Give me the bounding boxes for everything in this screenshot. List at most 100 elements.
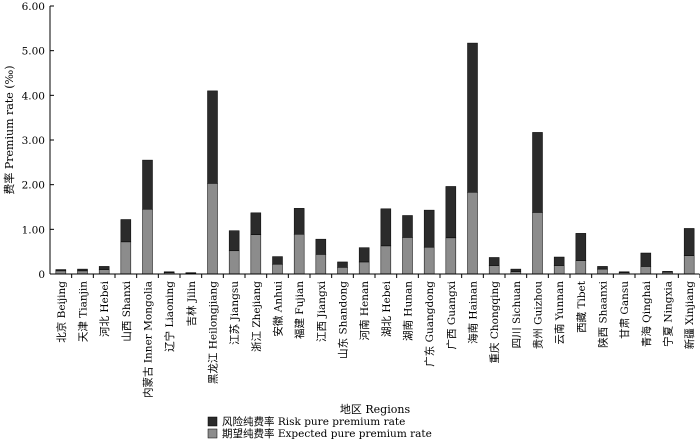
bar-risk xyxy=(272,256,283,265)
bar-expected xyxy=(532,212,543,275)
x-tick-label: 河南 Henan xyxy=(358,281,371,341)
y-tick-label: 3.00 xyxy=(22,135,45,147)
x-tick-label: 重庆 Chongqing xyxy=(488,281,501,364)
bar-expected xyxy=(315,254,327,275)
bar-risk xyxy=(553,256,565,266)
x-tick-label: 海南 Hainan xyxy=(467,281,480,344)
y-tick-label: 0 xyxy=(38,269,45,281)
bar-risk xyxy=(207,90,218,184)
x-tick-label: 黑龙江 Heilongjiang xyxy=(207,281,220,384)
bar-risk xyxy=(510,268,522,273)
bar-risk xyxy=(618,271,630,273)
x-tick-label: 湖北 Hebei xyxy=(381,280,393,337)
x-tick-label: 北京 Beijing xyxy=(55,281,68,343)
bar-risk xyxy=(683,228,695,256)
bar-risk xyxy=(423,209,435,248)
x-tick-label: 云南 Yunnan xyxy=(553,281,566,345)
y-tick-label: 6.00 xyxy=(22,1,45,13)
bar-expected xyxy=(98,269,110,275)
legend-label: 风险纯费率 Risk pure premium rate xyxy=(222,415,405,428)
x-tick-label: 天津 Tianjin xyxy=(78,281,90,342)
bar-expected xyxy=(640,266,652,275)
legend-swatch xyxy=(207,416,218,427)
x-tick-label: 山东 Shandong xyxy=(337,281,350,359)
bar-expected xyxy=(423,246,435,275)
bar-expected xyxy=(380,245,392,275)
x-tick-label: 辽宁 Liaoning xyxy=(163,281,176,352)
x-tick-label: 新疆 Xinjiang xyxy=(683,281,696,350)
y-tick-label: 4.00 xyxy=(22,90,45,102)
x-tick-label: 贵州 Guizhou xyxy=(532,281,545,349)
y-tick-label: 5.00 xyxy=(22,46,45,58)
bar-risk xyxy=(55,269,67,272)
bar-expected xyxy=(402,237,413,275)
bar-risk xyxy=(575,233,587,261)
bars xyxy=(55,42,695,275)
bar-risk xyxy=(250,212,262,235)
bar-risk xyxy=(337,261,348,268)
x-tick-label: 江西 Jiangxi xyxy=(316,280,328,342)
y-tick-label: 1.00 xyxy=(22,224,45,236)
bar-expected xyxy=(575,260,587,275)
x-tick-label: 福建 Fujian xyxy=(293,281,306,339)
bar-risk xyxy=(597,266,608,270)
y-axis: 0 1.00 2.00 3.00 4.00 5.00 6.00 xyxy=(22,1,54,281)
bar-expected xyxy=(250,234,262,275)
x-tick-label: 安徽 Anhui xyxy=(272,280,285,336)
legend-label: 期望纯费率 Expected pure premium rate xyxy=(222,427,432,440)
x-tick-label: 内蒙古 Inner Mongolia xyxy=(142,281,155,398)
bar-risk xyxy=(120,219,132,243)
bar-expected xyxy=(358,261,370,275)
bar-risk xyxy=(445,186,457,239)
x-tick-label: 青海 Qinghai xyxy=(640,280,653,347)
bar-risk xyxy=(142,159,153,210)
bar-risk xyxy=(532,132,543,213)
bar-risk xyxy=(77,268,88,272)
bar-risk xyxy=(467,42,478,193)
bar-expected xyxy=(597,268,608,275)
bar-expected xyxy=(683,255,695,275)
bar-risk xyxy=(662,271,673,273)
x-axis: 北京 Beijing 天津 Tianjin 河北 Hebei 山西 Shanxi 内蒙古… xyxy=(55,274,700,398)
bar-expected xyxy=(488,265,500,275)
bar-risk xyxy=(402,215,413,238)
x-tick-label: 宁夏 Ningxia xyxy=(662,281,675,347)
bar-expected xyxy=(228,250,240,275)
y-tick-label: 2.00 xyxy=(22,180,45,192)
bar-risk xyxy=(315,238,327,255)
x-tick-label: 吉林 Jilin xyxy=(185,281,198,327)
x-tick-label: 西藏 Tibet xyxy=(576,280,588,333)
bar-expected xyxy=(293,233,305,275)
x-tick-label: 江苏 Jiangsu xyxy=(228,281,241,345)
x-tick-label: 广东 Guangdong xyxy=(423,281,436,367)
bar-expected xyxy=(142,208,153,275)
bar-expected xyxy=(445,237,457,275)
bar-expected xyxy=(337,267,348,275)
x-tick-label: 山西 Shanxi xyxy=(121,280,133,341)
x-axis-title: 地区 Regions xyxy=(340,403,411,416)
bar-risk xyxy=(293,208,305,235)
bar-risk xyxy=(98,266,110,270)
bar-risk xyxy=(163,271,175,273)
bar-expected xyxy=(467,192,478,275)
bar-risk xyxy=(358,247,370,263)
bar-expected xyxy=(553,265,565,275)
x-tick-label: 广西 Guangxi xyxy=(446,280,458,349)
y-axis-title: 费率 Premium rate (‰) xyxy=(2,65,16,194)
bar-expected xyxy=(120,241,132,275)
x-tick-label: 浙江 Zhejiang xyxy=(251,281,263,352)
bar-expected xyxy=(272,263,283,275)
bar-risk xyxy=(380,208,392,247)
x-tick-label: 四川 Sichuan xyxy=(511,281,523,349)
bar-risk xyxy=(228,230,240,252)
bar-expected xyxy=(207,183,218,275)
x-tick-label: 陕西 Shaanxi xyxy=(597,280,610,347)
x-tick-label: 河北 Hebei xyxy=(99,280,111,337)
bar-risk xyxy=(488,257,500,266)
x-tick-label: 湖南 Hunan xyxy=(402,281,415,341)
legend-swatch xyxy=(207,428,218,439)
x-tick-label: 甘肃 Gansu xyxy=(618,281,631,339)
bar-risk xyxy=(640,252,652,267)
